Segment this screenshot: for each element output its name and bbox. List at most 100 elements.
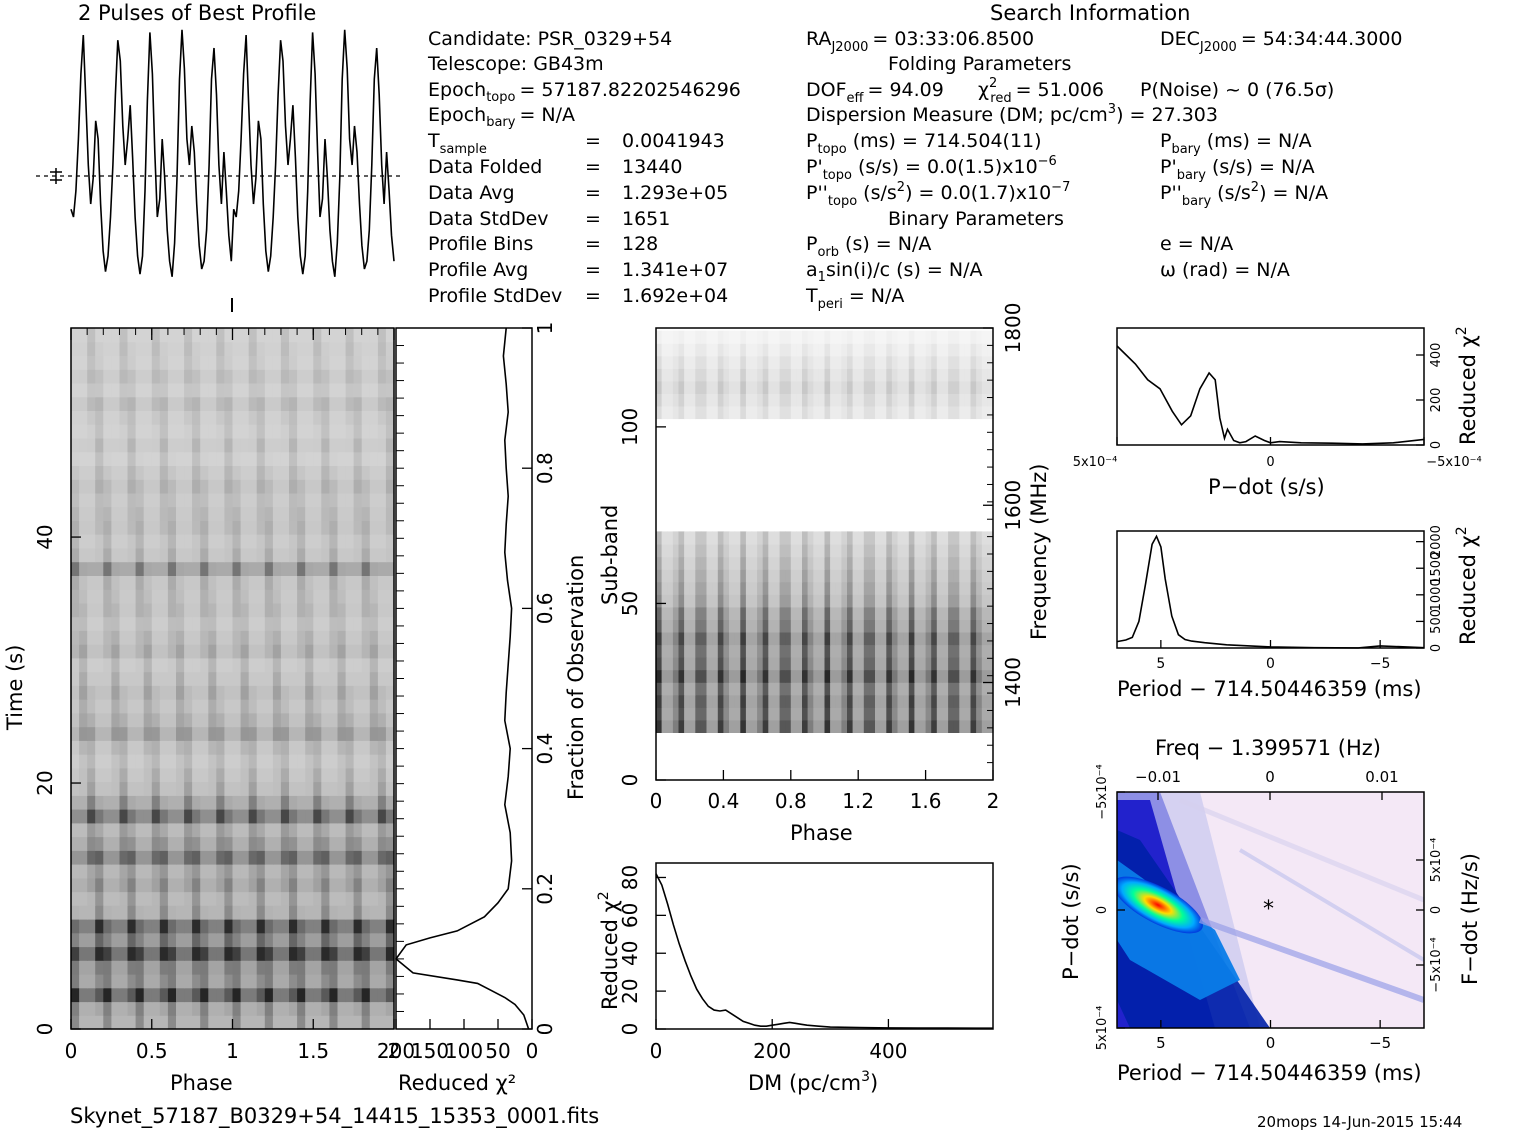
subband-cell [700, 669, 708, 683]
subband-cell [869, 393, 876, 407]
time-phase-cell [79, 685, 88, 700]
time-phase-rows [71, 328, 395, 1030]
subband-cell [824, 556, 831, 570]
subband-cell [953, 380, 960, 394]
subband-cell [987, 368, 994, 382]
data-std-label: Data StdDev [428, 208, 549, 230]
time-phase-cell [216, 712, 225, 728]
time-phase-cell [184, 781, 193, 796]
subband-cell [706, 343, 713, 357]
subband-cell [689, 368, 696, 382]
time-phase-cell [240, 1001, 250, 1016]
time-phase-cell [240, 987, 250, 1003]
subband-cell [740, 569, 747, 583]
time-phase-cell [111, 864, 121, 879]
profile-bins-label: Profile Bins [428, 233, 533, 255]
time-phase-cell [184, 699, 193, 714]
subband-cell [734, 569, 741, 583]
tperi-text: Tperi = N/A [805, 285, 904, 312]
time-phase-cell [216, 822, 225, 838]
subband-cell [700, 719, 708, 733]
subband-cell [959, 644, 966, 658]
subband-cell [723, 657, 730, 671]
time-phase-cell [95, 410, 104, 425]
time-phase-cell [313, 438, 322, 453]
time-phase-cell [71, 932, 80, 948]
time-phase-cell [119, 712, 129, 728]
subband-cell [774, 631, 781, 646]
time-phase-cell [111, 410, 121, 425]
time-phase-cell [329, 836, 339, 851]
subband-cell [830, 606, 837, 620]
time-phase-cell [143, 891, 153, 906]
time-phase-cell [232, 657, 242, 673]
time-phase-cell [353, 754, 363, 769]
subband-cell [959, 606, 966, 620]
subband-cell [953, 393, 960, 407]
time-phase-cell [184, 410, 193, 425]
time-phase-cell [289, 630, 298, 645]
time-phase-cell [167, 754, 177, 769]
time-phase-cell [224, 616, 234, 631]
subband-cell [779, 707, 786, 721]
time-phase-cell [79, 479, 88, 494]
time-phase-cell [200, 328, 209, 343]
subband-phase-tick-label: 0.8 [775, 789, 807, 813]
subband-cell [964, 657, 972, 671]
time-phase-cell [313, 657, 322, 673]
subband-cell [757, 707, 764, 721]
eq-sign: = [585, 130, 601, 152]
subband-cell [953, 544, 960, 558]
time-phase-cell [151, 492, 161, 508]
time-phase-cell [305, 754, 314, 769]
time-phase-cell [248, 932, 258, 948]
time-phase-cell [337, 534, 347, 549]
time-phase-cell [264, 479, 274, 494]
time-phase-cell [119, 699, 129, 714]
subband-cell [695, 682, 702, 696]
subband-cell [875, 594, 882, 608]
time-phase-cell [87, 919, 96, 934]
time-phase-cell [337, 712, 347, 728]
subband-cell [981, 393, 988, 407]
subband-cell [785, 619, 792, 633]
time-phase-cell [151, 383, 161, 398]
subband-cell [875, 569, 882, 583]
time-phase-cell [377, 438, 387, 453]
subband-cell [779, 719, 786, 733]
time-phase-cell [224, 987, 234, 1003]
time-phase-cell [135, 767, 145, 783]
subband-cell [695, 631, 702, 646]
time-phase-cell [280, 561, 290, 576]
time-phase-cell [353, 561, 363, 576]
subband-cell [824, 606, 831, 620]
time-phase-cell [216, 1001, 225, 1016]
time-phase-cell [272, 451, 282, 466]
subband-cell [656, 343, 663, 357]
time-phase-cell [248, 506, 258, 521]
time-phase-cell [353, 630, 363, 645]
time-phase-cell [200, 685, 209, 700]
eq-sign: = [585, 259, 601, 281]
time-phase-cell [111, 589, 121, 604]
subband-cell [970, 619, 977, 633]
subband-cell [959, 544, 966, 558]
header-text: 2 Pulses of Best Profile Search Informat… [78, 1, 1403, 312]
time-phase-cell [385, 534, 395, 549]
subband-cell [813, 694, 820, 708]
subband-cell [779, 368, 786, 382]
time-phase-cell [256, 438, 266, 453]
time-phase-cell [71, 328, 80, 343]
subband-cell [656, 657, 663, 671]
time-phase-cell [159, 410, 169, 425]
time-phase-cell [272, 328, 282, 343]
subband-cell [695, 330, 702, 344]
time-phase-cell [151, 438, 161, 453]
subband-cell [818, 380, 826, 394]
time-phase-cell [87, 520, 96, 535]
subband-cell [729, 544, 736, 558]
time-phase-cell [280, 891, 290, 906]
time-phase-cell [208, 644, 217, 659]
subband-cell [790, 657, 797, 671]
time-phase-cell [337, 328, 347, 343]
